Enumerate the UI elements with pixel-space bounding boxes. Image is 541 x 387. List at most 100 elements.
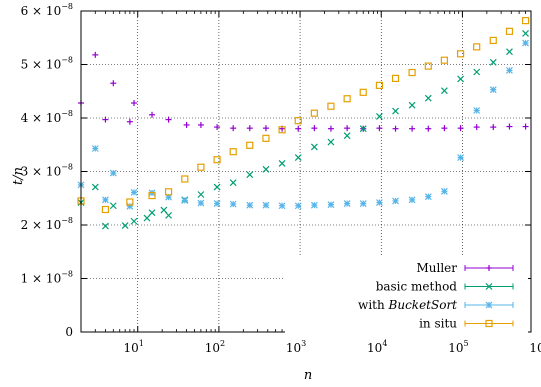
data-point	[457, 154, 465, 162]
data-point	[130, 217, 138, 225]
data-point	[148, 209, 156, 217]
data-point	[278, 126, 286, 134]
data-point	[246, 171, 254, 179]
data-point	[473, 43, 481, 51]
data-point	[262, 134, 270, 142]
data-point	[457, 125, 464, 132]
data-point	[408, 101, 416, 109]
data-point	[197, 121, 204, 128]
legend-marker	[485, 283, 493, 290]
legend-label: basic method	[376, 280, 458, 294]
data-point	[121, 222, 129, 229]
data-point	[160, 206, 168, 214]
data-point	[375, 81, 384, 89]
data-point	[294, 202, 302, 210]
data-point	[327, 138, 335, 146]
data-point	[392, 125, 399, 132]
plot-area	[77, 17, 530, 230]
data-point	[392, 197, 399, 205]
data-point	[310, 201, 318, 209]
data-point	[197, 199, 205, 207]
data-point	[473, 107, 481, 114]
data-point	[278, 202, 286, 210]
data-point	[359, 88, 367, 96]
y-axis-label: t/n	[11, 167, 26, 185]
data-point	[181, 175, 189, 183]
data-point	[521, 17, 530, 25]
data-point	[440, 87, 448, 95]
data-point	[229, 148, 237, 156]
y-tick-label: 2 × 10−8	[21, 216, 73, 232]
data-point	[359, 200, 367, 208]
legend-background	[285, 257, 528, 335]
data-point	[457, 75, 465, 83]
data-point	[424, 94, 432, 102]
data-point	[213, 200, 221, 208]
x-tick-label: 106	[529, 339, 541, 355]
data-point	[91, 183, 99, 191]
data-point	[181, 196, 189, 204]
data-point	[440, 56, 448, 64]
legend-label: in situ	[419, 317, 457, 331]
data-point	[505, 27, 514, 35]
series-muller	[78, 51, 529, 132]
data-point	[197, 191, 205, 198]
y-tick-label: 0	[65, 325, 73, 339]
data-point	[456, 50, 465, 58]
data-point	[148, 191, 156, 200]
data-point	[327, 201, 335, 209]
data-point	[376, 199, 383, 206]
data-point	[213, 156, 221, 164]
data-point	[344, 125, 351, 132]
data-point	[246, 125, 253, 132]
data-point	[165, 116, 172, 123]
data-point	[376, 112, 383, 120]
data-point	[214, 124, 221, 131]
data-point	[506, 123, 513, 130]
series-in-situ	[77, 17, 530, 214]
legend-label: with BucketSort	[358, 298, 457, 312]
legend-marker	[485, 301, 493, 309]
series-with-bucketsort	[77, 39, 529, 210]
data-point	[294, 117, 302, 125]
data-point	[522, 39, 529, 47]
data-point	[409, 125, 416, 132]
data-point	[109, 169, 117, 177]
data-point	[489, 36, 497, 45]
data-point	[110, 80, 117, 87]
data-point	[126, 118, 133, 125]
data-point	[230, 125, 237, 132]
data-point	[131, 100, 138, 107]
x-tick-label: 101	[124, 339, 144, 355]
data-point	[102, 196, 109, 204]
data-point	[424, 193, 432, 201]
data-point	[408, 196, 416, 204]
data-point	[327, 125, 334, 132]
y-tick-label: 4 × 10−8	[21, 109, 73, 125]
data-point	[126, 198, 134, 206]
data-point	[424, 62, 432, 70]
y-tick-label: 6 × 10−8	[21, 2, 73, 18]
data-point	[164, 188, 173, 196]
data-point	[327, 102, 335, 110]
data-point	[343, 200, 351, 208]
data-point	[229, 200, 237, 208]
data-point	[310, 109, 318, 117]
data-point	[408, 68, 416, 77]
data-point	[310, 143, 318, 151]
data-point	[91, 145, 99, 152]
data-point	[229, 179, 237, 187]
x-tick-label: 104	[367, 339, 387, 355]
data-point	[130, 188, 138, 196]
series-basic-method	[77, 30, 529, 230]
data-point	[343, 95, 351, 103]
data-point	[149, 111, 156, 118]
data-point	[295, 125, 302, 132]
y-tick-label: 1 × 10−8	[21, 270, 73, 286]
data-point	[473, 124, 480, 131]
x-tick-label: 105	[448, 339, 468, 355]
legend-marker	[486, 265, 492, 271]
data-point	[489, 58, 497, 66]
data-point	[165, 211, 173, 219]
